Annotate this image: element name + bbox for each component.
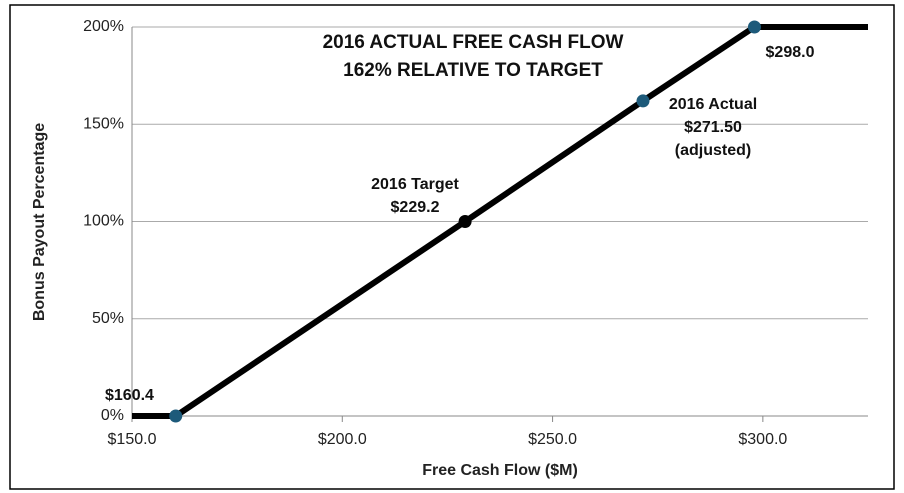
y-tick-label: 0% xyxy=(101,407,124,424)
annotation: 2016 Actual xyxy=(669,96,757,113)
line xyxy=(132,24,868,419)
frame xyxy=(9,4,895,490)
y-axis-label: Bonus Payout Percentage xyxy=(31,123,48,321)
x-axis-label: Free Cash Flow ($M) xyxy=(422,462,578,479)
y-tick-label: 200% xyxy=(83,18,124,35)
annotation: 2016 Target xyxy=(371,176,459,193)
chart-title: 2016 ACTUAL FREE CASH FLOW xyxy=(323,32,624,53)
annotation: $229.2 xyxy=(391,199,440,216)
x-tick-label: $250.0 xyxy=(528,431,577,448)
annotation: $298.0 xyxy=(766,44,815,61)
y-tick-label: 50% xyxy=(92,310,124,327)
annotation: $160.4 xyxy=(105,387,154,404)
chart-title: 162% RELATIVE TO TARGET xyxy=(343,60,603,81)
marker xyxy=(458,215,472,228)
annotation: $271.50 xyxy=(684,119,742,136)
marker xyxy=(747,20,761,34)
x-tick-label: $200.0 xyxy=(318,431,367,448)
y-tick-label: 150% xyxy=(83,115,124,132)
x-tick-label: $300.0 xyxy=(738,431,787,448)
marker xyxy=(169,409,183,423)
y-tick-label: 100% xyxy=(83,213,124,230)
x-tick-label: $150.0 xyxy=(108,431,157,448)
annotation: (adjusted) xyxy=(675,142,751,159)
marker xyxy=(636,94,650,108)
